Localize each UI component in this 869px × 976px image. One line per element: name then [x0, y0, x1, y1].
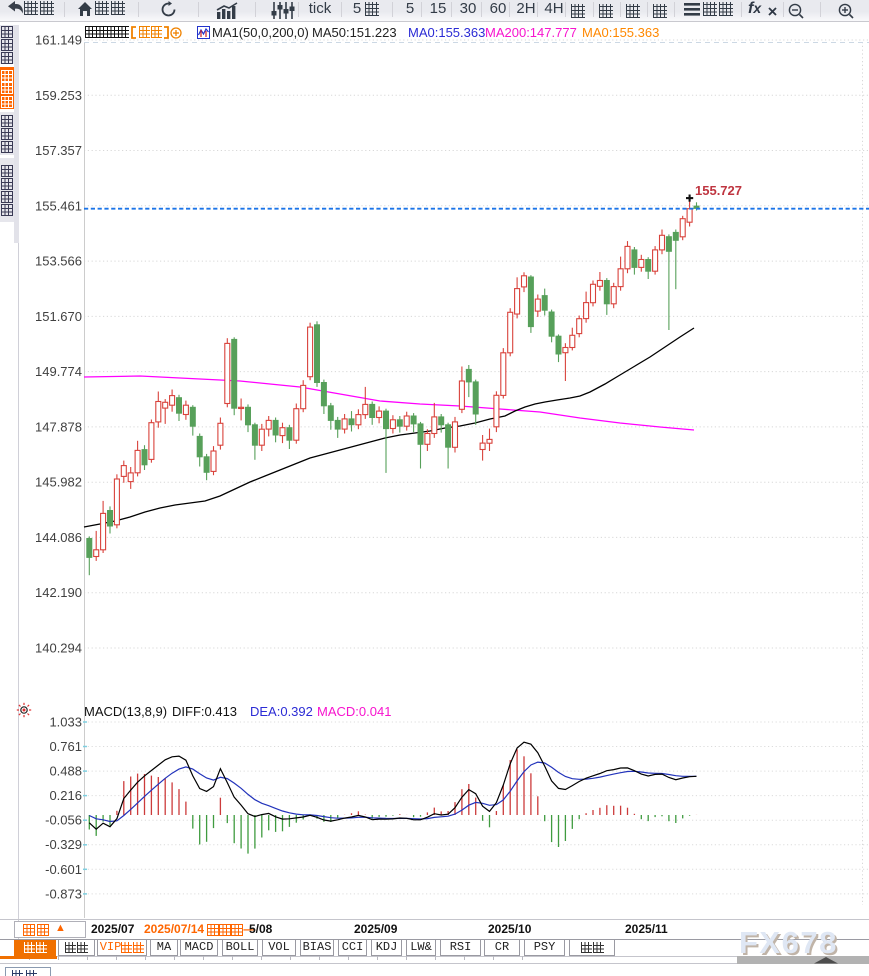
- svg-text:0.488: 0.488: [49, 764, 82, 779]
- svg-text:-0.601: -0.601: [45, 862, 82, 877]
- svg-text:149.774: 149.774: [35, 364, 82, 379]
- svg-text:MACD(13,8,9): MACD(13,8,9): [84, 704, 167, 719]
- svg-text:159.253: 159.253: [35, 88, 82, 103]
- svg-text:-0.873: -0.873: [45, 886, 82, 901]
- svg-text:-0.329: -0.329: [45, 837, 82, 852]
- svg-text:-0.056: -0.056: [45, 813, 82, 828]
- svg-text:161.149: 161.149: [35, 33, 82, 48]
- svg-text:0.216: 0.216: [49, 788, 82, 803]
- svg-text:151.670: 151.670: [35, 309, 82, 324]
- svg-text:153.566: 153.566: [35, 254, 82, 269]
- svg-text:155.727: 155.727: [695, 183, 742, 198]
- svg-text:1.033: 1.033: [49, 715, 82, 730]
- svg-text:DEA:0.392: DEA:0.392: [250, 704, 313, 719]
- svg-text:140.294: 140.294: [35, 641, 82, 656]
- svg-text:142.190: 142.190: [35, 585, 82, 600]
- svg-text:145.982: 145.982: [35, 475, 82, 490]
- svg-text:155.461: 155.461: [35, 198, 82, 213]
- svg-text:144.086: 144.086: [35, 530, 82, 545]
- svg-text:147.878: 147.878: [35, 419, 82, 434]
- svg-text:MACD:0.041: MACD:0.041: [317, 704, 391, 719]
- svg-text:0.761: 0.761: [49, 739, 82, 754]
- svg-text:DIFF:0.413: DIFF:0.413: [172, 704, 237, 719]
- svg-text:157.357: 157.357: [35, 143, 82, 158]
